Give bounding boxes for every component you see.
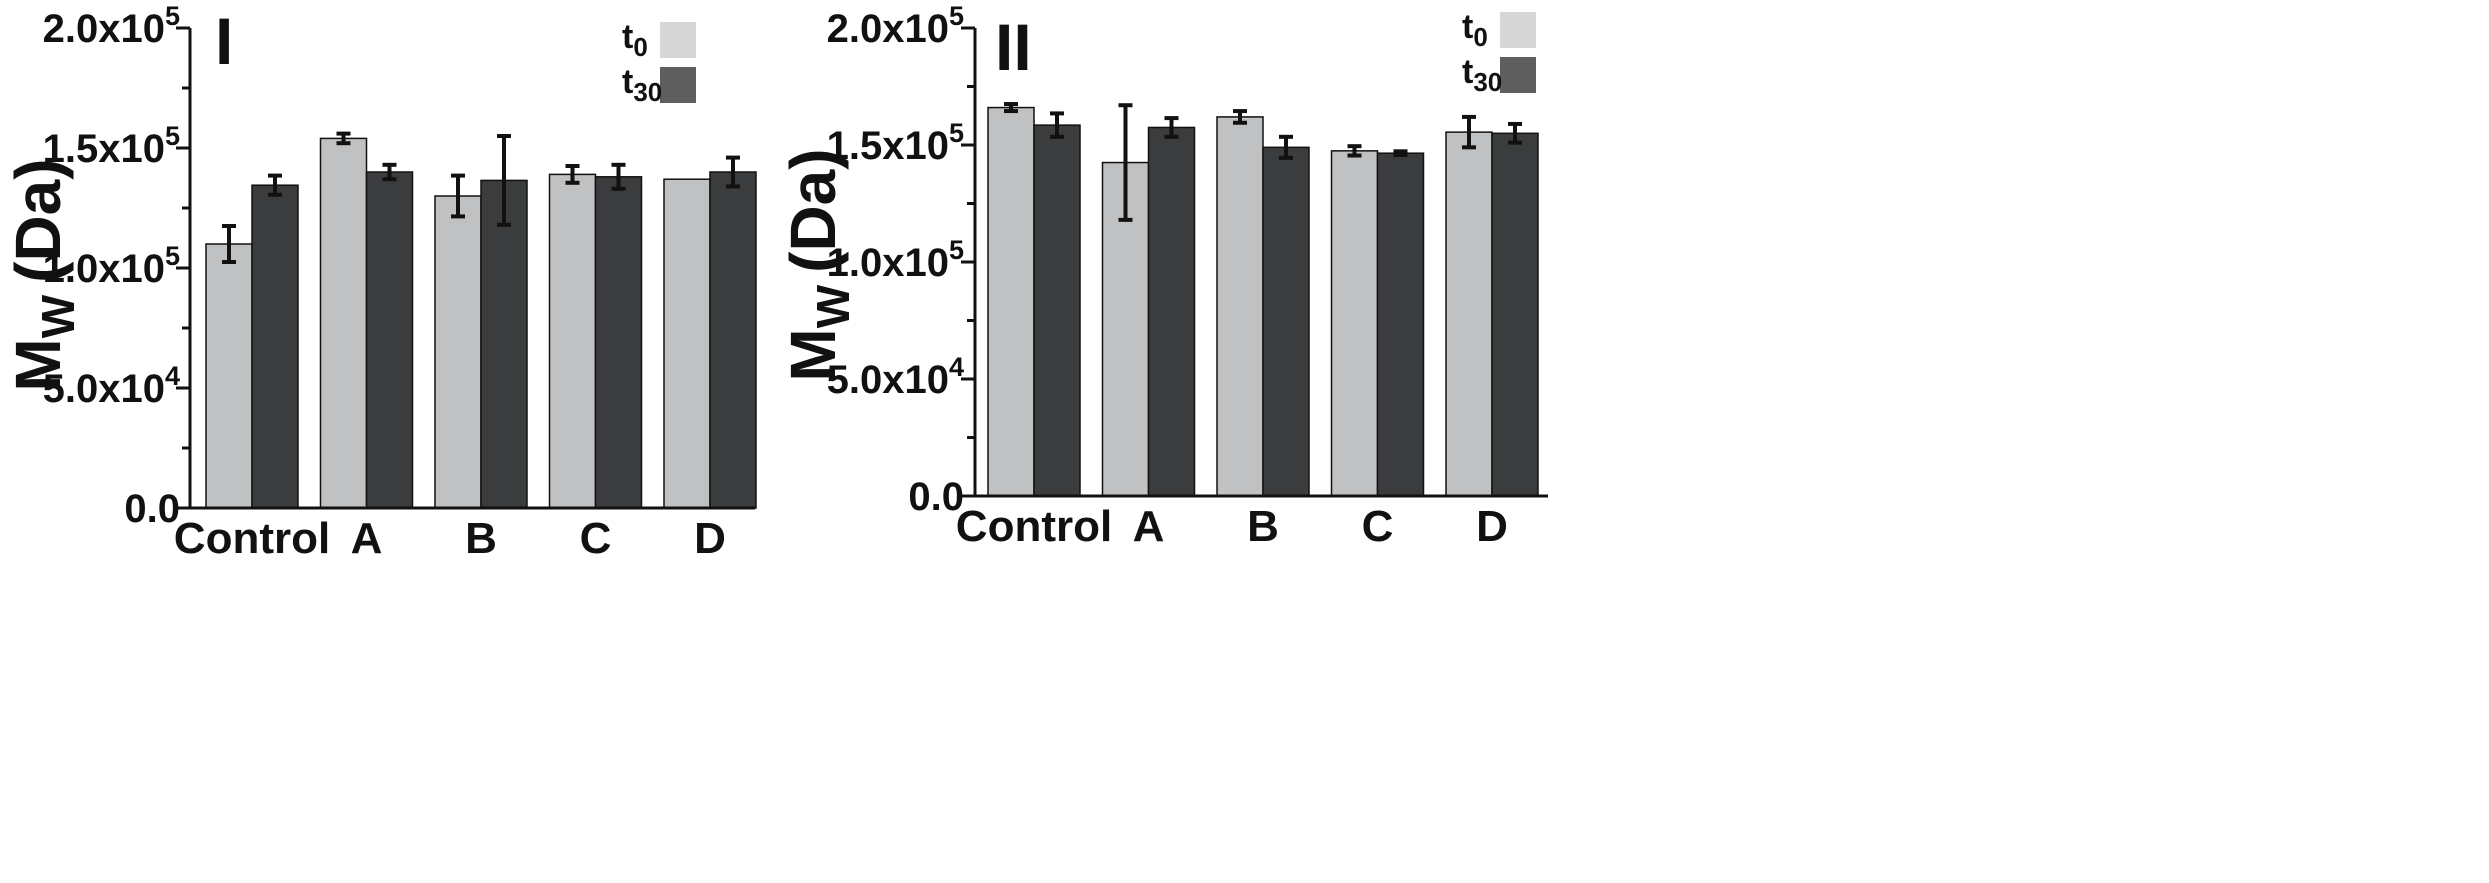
x-tick-label-d: D xyxy=(1476,502,1508,551)
error-bar-t30-a xyxy=(382,162,397,182)
y-tick-label: 5.0x104 xyxy=(43,361,180,411)
y-title-main: M xyxy=(777,328,849,381)
y-title-main: M xyxy=(2,338,74,391)
error-bar-t30-c xyxy=(1393,149,1408,158)
x-tick-label-a: A xyxy=(1133,502,1165,551)
bar-t30-b xyxy=(1262,146,1310,497)
panel-label: I xyxy=(215,4,233,78)
panel-label: II xyxy=(995,10,1032,84)
error-bar-t0-control xyxy=(1004,102,1018,114)
bar-t0-d xyxy=(1445,131,1493,497)
error-bar-t0-d xyxy=(1462,114,1476,150)
tick-exponent: 5 xyxy=(949,1,964,31)
tick-exponent: 4 xyxy=(949,352,964,382)
y-tick-label: 2.0x105 xyxy=(43,1,180,51)
y-title-sub: W xyxy=(807,284,859,328)
bar-t0-c xyxy=(548,173,597,509)
x-tick-label-control: Control xyxy=(956,502,1112,551)
tick-mantissa: 1.0x10 xyxy=(827,241,949,285)
bar-t30-a xyxy=(365,171,414,509)
tick-mantissa: 0.0 xyxy=(124,487,180,531)
x-tick-label-c: C xyxy=(580,514,612,563)
bar-t0-b xyxy=(434,195,482,509)
legend-label-t0: t0 xyxy=(1462,8,1488,52)
bar-t30-a xyxy=(1147,126,1196,497)
error-bar-t30-d xyxy=(1508,121,1522,145)
error-bar-t0-b xyxy=(451,173,465,219)
legend-swatch-t0 xyxy=(660,22,696,58)
bar-t0-control xyxy=(987,106,1035,497)
legend-swatch-t30 xyxy=(660,67,696,103)
bar-t0-control xyxy=(205,243,253,509)
y-title-unit: (Da) xyxy=(2,158,74,282)
x-tick-label-c: C xyxy=(1362,502,1394,551)
tick-exponent: 5 xyxy=(165,1,180,31)
tick-mantissa: 1.5x10 xyxy=(827,124,949,168)
x-tick-label-control: Control xyxy=(174,514,330,563)
bar-t30-b xyxy=(480,179,528,509)
error-bar-t0-b xyxy=(1233,109,1247,125)
bar-t0-a xyxy=(319,137,368,509)
legend-label-t30: t30 xyxy=(622,63,662,107)
bar-t30-d xyxy=(1491,132,1539,497)
tick-exponent: 4 xyxy=(165,361,180,391)
x-tick-label-a: A xyxy=(351,514,383,563)
legend-swatch-t30 xyxy=(1500,57,1536,93)
bar-t0-d xyxy=(663,178,711,509)
bar-t30-control xyxy=(1033,124,1081,497)
error-bar-t0-c xyxy=(1347,144,1362,158)
error-bar-t30-d xyxy=(726,155,740,189)
error-bar-t30-control xyxy=(1050,111,1064,139)
tick-exponent: 5 xyxy=(949,235,964,265)
error-bar-t30-b xyxy=(1279,134,1293,160)
x-tick-label-b: B xyxy=(1247,502,1279,551)
tick-mantissa: 2.0x10 xyxy=(43,7,165,51)
tick-mantissa: 1.5x10 xyxy=(43,127,165,171)
y-tick-label: 1.5x105 xyxy=(43,121,180,171)
bar-t30-control xyxy=(251,184,299,509)
y-tick-label: 0.0 xyxy=(124,487,180,531)
y-title-sub: W xyxy=(32,294,84,338)
error-bar-t0-a xyxy=(1118,103,1133,222)
y-tick-label: 0.0 xyxy=(908,475,964,519)
y-tick-label: 1.5x105 xyxy=(827,118,964,168)
legend-label-t30: t30 xyxy=(1462,53,1502,97)
error-bar-t0-c xyxy=(565,164,580,185)
legend-label-t0: t0 xyxy=(622,18,648,62)
error-bar-t30-c xyxy=(611,162,626,191)
error-bar-t0-control xyxy=(222,224,236,264)
x-tick-label-d: D xyxy=(694,514,726,563)
tick-mantissa: 2.0x10 xyxy=(827,7,949,51)
tick-exponent: 5 xyxy=(165,241,180,271)
y-tick-label: 5.0x104 xyxy=(827,352,964,402)
error-bar-t30-a xyxy=(1164,116,1179,139)
y-title-unit: (Da) xyxy=(777,148,849,272)
bar-t0-c xyxy=(1330,150,1379,497)
bar-t30-c xyxy=(1376,152,1425,497)
tick-mantissa: 5.0x10 xyxy=(43,367,165,411)
y-axis-title: MW (Da) xyxy=(2,158,84,391)
bar-t30-c xyxy=(594,176,643,509)
y-tick-label: 1.0x105 xyxy=(43,241,180,291)
tick-mantissa: 1.0x10 xyxy=(43,247,165,291)
error-bar-t30-control xyxy=(268,173,282,197)
y-tick-label: 2.0x105 xyxy=(827,1,964,51)
bar-t30-d xyxy=(709,171,757,509)
error-bar-t0-a xyxy=(336,131,351,146)
tick-exponent: 5 xyxy=(949,118,964,148)
tick-exponent: 5 xyxy=(165,121,180,151)
error-bar-t30-b xyxy=(497,134,511,227)
tick-mantissa: 5.0x10 xyxy=(827,358,949,402)
y-tick-label: 1.0x105 xyxy=(827,235,964,285)
bar-t0-b xyxy=(1216,116,1264,497)
y-axis-title: MW (Da) xyxy=(777,148,859,381)
tick-mantissa: 0.0 xyxy=(908,475,964,519)
legend-swatch-t0 xyxy=(1500,12,1536,48)
x-tick-label-b: B xyxy=(465,514,497,563)
